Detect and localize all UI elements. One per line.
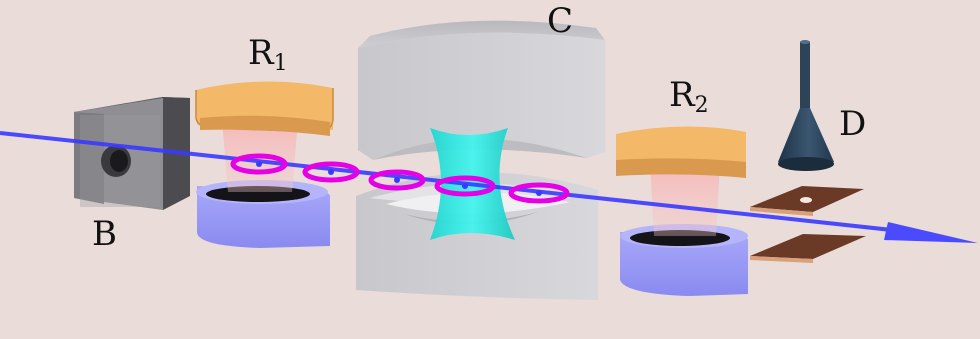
atoms	[230, 153, 570, 204]
label-ramsey-2: R2	[669, 75, 709, 118]
beam-arrowhead	[884, 222, 978, 243]
atom	[434, 175, 496, 197]
detector	[750, 40, 866, 263]
label-oven: B	[92, 214, 117, 254]
ramsey-zone-1	[195, 81, 334, 248]
ramsey2-field	[650, 162, 720, 236]
detector-cone	[778, 108, 834, 170]
atom	[230, 153, 288, 175]
detector-tube	[800, 42, 810, 110]
label-detector: D	[839, 104, 867, 144]
oven-box	[74, 97, 190, 210]
cavity-upper-mirror	[358, 32, 605, 160]
detector-lower-plate	[750, 234, 866, 259]
label-cavity: C	[547, 1, 574, 41]
ramsey-zone-2	[616, 126, 748, 296]
atomic-beam	[0, 131, 978, 243]
label-ramsey-1: R1	[248, 33, 288, 76]
atom	[508, 182, 570, 204]
atom	[368, 169, 426, 191]
cavity	[356, 20, 605, 300]
atom	[302, 161, 360, 183]
ramsey2-lower-electrode	[620, 232, 748, 296]
